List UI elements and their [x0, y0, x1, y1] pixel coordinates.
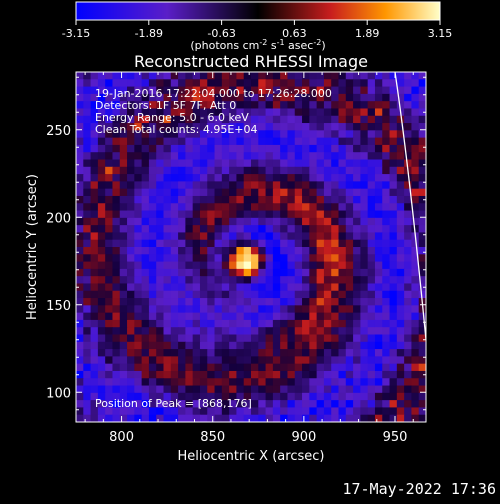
plot-frame	[75, 71, 427, 423]
x-axis-label: Heliocentric X (arcsec)	[178, 449, 325, 464]
y-tick-label: 200	[46, 211, 71, 226]
colorbar-tick-label: -1.89	[135, 27, 163, 40]
chart-title: Reconstructed RHESSI Image	[134, 52, 368, 71]
colorbar-tick-label: -3.15	[62, 27, 90, 40]
colorbar-unit-label: (photons cm-2 s-1 asec-2)	[190, 38, 325, 53]
y-tick-label: 150	[46, 299, 71, 314]
annotation-counts: Clean Total counts: 4.95E+04	[95, 123, 258, 136]
x-tick-label: 900	[291, 430, 316, 445]
colorbar-tick-label: 3.15	[428, 27, 453, 40]
y-tick-label: 250	[46, 124, 71, 139]
x-tick-label: 850	[200, 430, 225, 445]
colorbar-tick-label: 1.89	[355, 27, 380, 40]
annotation-detectors: Detectors: 1F 5F 7F, Att 0	[95, 99, 236, 112]
timestamp: 17-May-2022 17:36	[342, 480, 496, 498]
colorbar-tick-label: -0.63	[207, 27, 235, 40]
x-tick-label: 950	[383, 430, 408, 445]
colorbar	[75, 1, 441, 21]
x-tick-label: 800	[109, 430, 134, 445]
annotation-block: 19-Jan-2016 17:22:04.000 to 17:26:28.000…	[95, 87, 332, 136]
colorbar-tick-label: 0.63	[282, 27, 307, 40]
y-tick-label: 100	[46, 386, 71, 401]
annotation-time-range: 19-Jan-2016 17:22:04.000 to 17:26:28.000	[95, 87, 332, 100]
heatmap-image	[76, 72, 426, 422]
peak-position-label: Position of Peak = [868,176]	[95, 397, 252, 410]
solar-limb-line	[394, 72, 426, 340]
axis-ticks: 800 850 900 950 100 150 200 250	[46, 72, 426, 445]
annotation-energy-range: Energy Range: 5.0 - 6.0 keV	[95, 111, 249, 124]
y-axis-label: Heliocentric Y (arcsec)	[25, 174, 40, 320]
colorbar-ticks: -3.15 -1.89 -0.63 0.63 1.89 3.15	[62, 20, 452, 40]
